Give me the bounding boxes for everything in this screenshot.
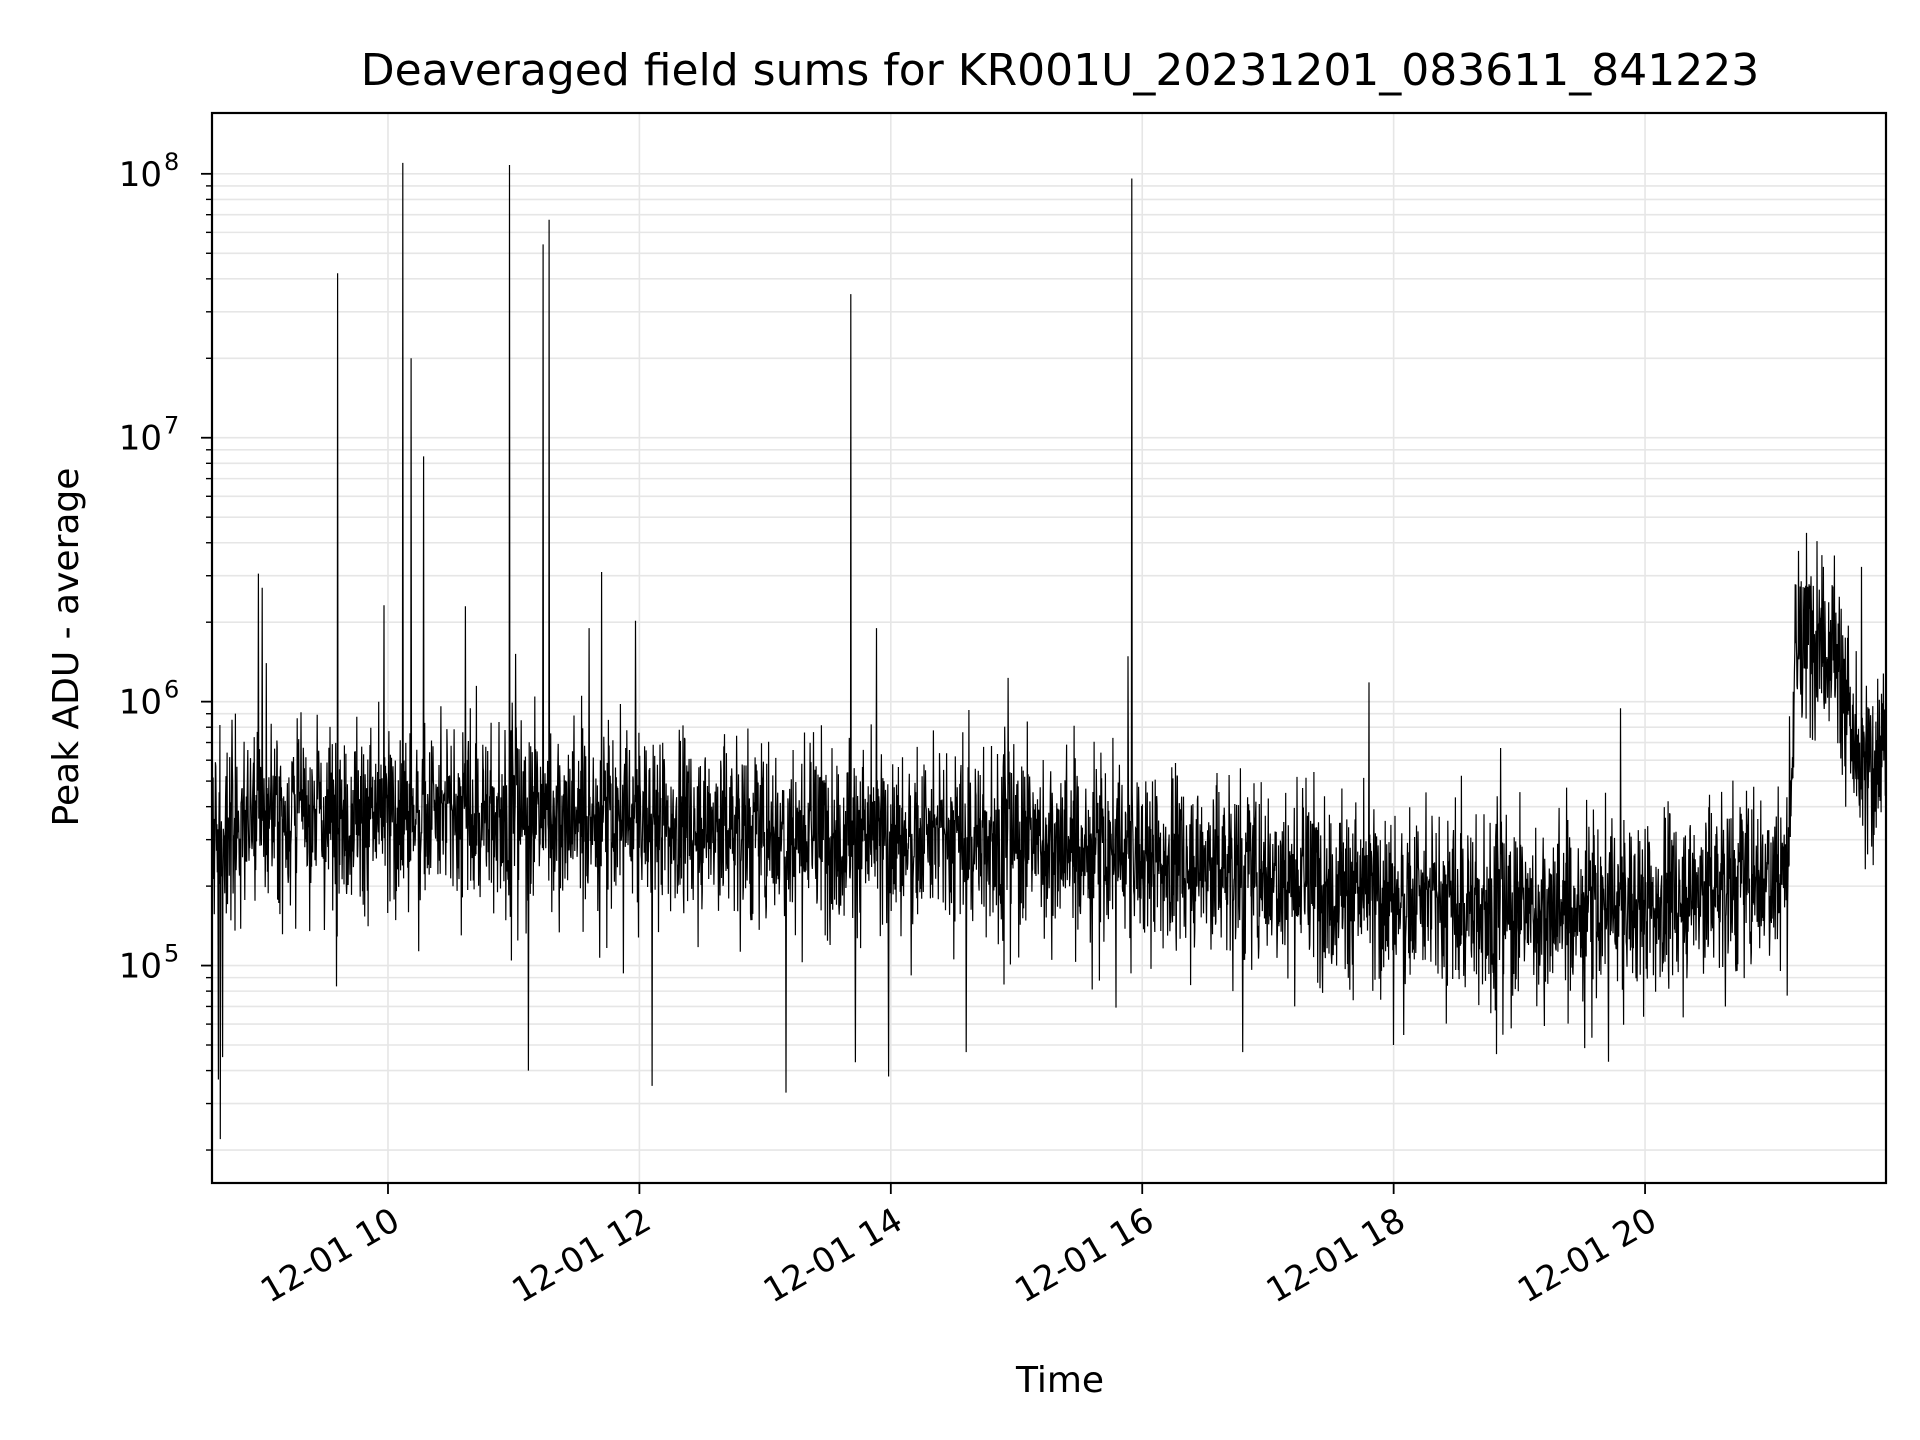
y-tick-label: 10 (119, 419, 162, 459)
axes-frame (210, 111, 1888, 1185)
y-tick-label: 10 (119, 683, 162, 723)
grid (212, 113, 1886, 1183)
y-tick-exponent: 6 (164, 676, 179, 704)
y-tick-exponent: 8 (164, 148, 179, 176)
y-tick-exponent: 5 (164, 940, 179, 968)
y-tick-exponent: 7 (164, 412, 179, 440)
series-line (211, 162, 1887, 1140)
y-tick-label: 10 (119, 155, 162, 195)
chart-title: Deaveraged field sums for KR001U_2023120… (361, 45, 1759, 96)
x-axis-label: Time (1015, 1360, 1104, 1401)
y-tick-label: 10 (119, 947, 162, 987)
plot-area (211, 162, 1887, 1140)
y-axis-label: Peak ADU - average (46, 468, 87, 827)
